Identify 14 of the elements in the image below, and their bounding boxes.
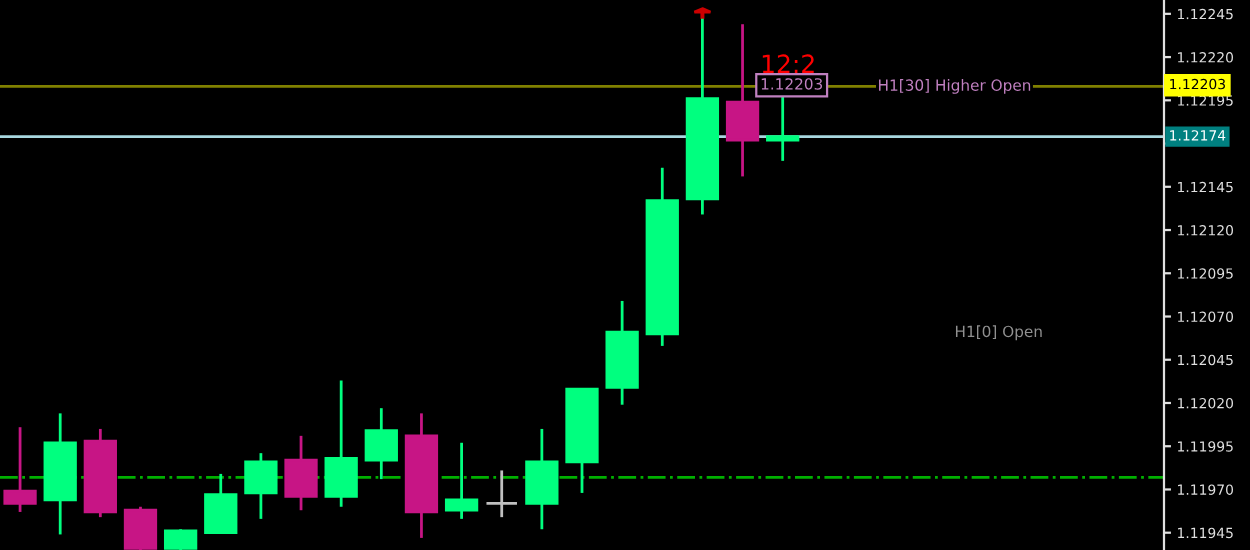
candlestick xyxy=(284,434,318,512)
candlestick xyxy=(244,451,278,521)
candlestick xyxy=(324,379,358,509)
candlestick xyxy=(204,472,238,535)
candlestick xyxy=(725,22,760,178)
candlestick xyxy=(525,427,559,531)
candlestick xyxy=(123,505,158,550)
candlestick xyxy=(163,527,198,550)
candlestick xyxy=(444,441,479,521)
candlestick xyxy=(766,95,800,163)
candlestick xyxy=(485,469,519,519)
candlestick xyxy=(3,425,37,514)
annotation: 12:2 xyxy=(762,54,814,73)
candlestick xyxy=(364,406,398,481)
